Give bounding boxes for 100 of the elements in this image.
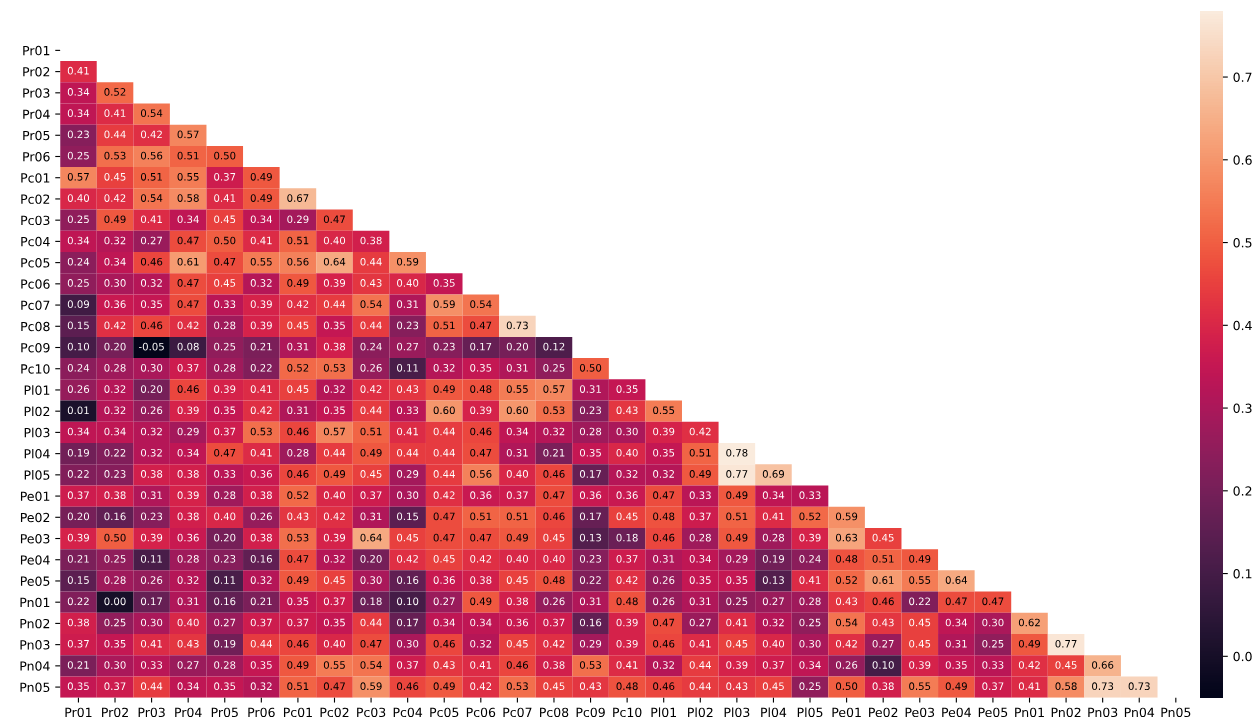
data-label: 0.40	[323, 639, 346, 648]
data-label: 0.26	[140, 406, 163, 415]
data-label: 0.48	[835, 555, 858, 563]
data-label: 0.44	[689, 661, 711, 669]
data-label: 0.37	[616, 555, 638, 563]
data-label: 0.21	[543, 448, 565, 457]
data-label: 0.39	[323, 279, 346, 287]
data-label: 0.26	[653, 576, 675, 584]
data-label: 0.45	[214, 279, 236, 287]
data-label: 0.34	[689, 555, 711, 563]
x-tick-label: Pr01	[65, 707, 92, 718]
data-label: 0.42	[433, 491, 455, 500]
color-bar-label: 0.3	[1233, 403, 1252, 413]
data-label: 0.45	[214, 215, 236, 224]
data-label: 0.30	[799, 639, 821, 648]
x-tick-label: Pc01	[283, 707, 312, 718]
data-label: 0.26	[835, 661, 858, 669]
data-label: 0.42	[689, 427, 711, 436]
data-label: 0.35	[579, 448, 601, 457]
data-label: 0.37	[397, 661, 419, 669]
data-label: 0.49	[1018, 639, 1041, 648]
data-label: 0.41	[67, 66, 89, 75]
data-label: 0.22	[67, 470, 89, 478]
data-label: 0.26	[140, 576, 163, 584]
data-label: 0.39	[250, 321, 272, 330]
data-label: 0.45	[909, 618, 931, 627]
data-label: 0.41	[140, 215, 162, 224]
x-tick-label: Pc07	[503, 707, 532, 718]
data-label: 0.38	[250, 533, 272, 542]
data-label: 0.66	[1092, 661, 1114, 669]
data-label: 0.38	[104, 491, 126, 500]
data-label: 0.47	[653, 618, 675, 627]
data-label: 0.49	[360, 448, 382, 457]
y-tick-label: Pe04	[20, 555, 50, 565]
data-label: 0.35	[104, 639, 126, 648]
data-label: 0.45	[543, 533, 565, 542]
x-tick-label: Pr02	[102, 707, 128, 718]
data-label: 0.10	[872, 661, 894, 669]
data-label: 0.35	[250, 661, 272, 669]
data-label: 0.30	[616, 427, 638, 436]
data-label: 0.49	[287, 576, 309, 584]
data-label: 0.64	[323, 257, 346, 266]
data-label: 0.35	[470, 364, 492, 372]
data-label: 0.45	[616, 512, 638, 521]
data-label: 0.22	[909, 597, 931, 606]
data-label: 0.56	[287, 257, 309, 266]
data-label: 0.40	[506, 555, 528, 563]
data-label: 0.46	[653, 533, 675, 542]
data-label: 0.44	[140, 682, 163, 691]
data-label: 0.48	[470, 385, 492, 393]
data-label: 0.16	[397, 576, 419, 584]
y-tick-label: Pn01	[20, 597, 50, 608]
data-label: 0.36	[433, 576, 455, 584]
data-label: 0.38	[323, 342, 346, 351]
data-label: 0.49	[433, 682, 455, 691]
data-label: 0.49	[726, 533, 748, 542]
data-label: 0.39	[616, 639, 638, 648]
data-label: 0.58	[177, 194, 199, 202]
data-label: 0.32	[616, 470, 638, 478]
data-label: 0.32	[104, 385, 126, 393]
data-label: 0.49	[470, 597, 492, 606]
data-label: 0.22	[579, 576, 601, 584]
data-label: 0.11	[397, 364, 418, 372]
data-label: 0.28	[762, 533, 785, 542]
data-label: 0.32	[140, 448, 162, 457]
data-label: 0.54	[140, 194, 163, 202]
data-label: 0.45	[1055, 661, 1077, 669]
data-label: 0.40	[323, 236, 346, 245]
data-label: 0.30	[140, 618, 163, 627]
data-label: 0.42	[323, 512, 345, 521]
data-label: 0.24	[67, 364, 90, 372]
data-label: 0.47	[433, 533, 455, 542]
data-label: 0.25	[543, 364, 565, 372]
data-label: 0.09	[67, 300, 90, 308]
data-label: 0.53	[250, 427, 272, 436]
data-label: 0.63	[835, 533, 858, 542]
data-label: 0.29	[177, 427, 199, 436]
data-label: 0.44	[360, 618, 382, 627]
data-label: 0.39	[653, 427, 675, 436]
data-label: 0.16	[214, 597, 236, 606]
data-label: 0.51	[726, 512, 748, 521]
data-label: 0.51	[140, 172, 162, 181]
data-label: 0.42	[397, 555, 418, 563]
data-label: 0.54	[835, 618, 858, 627]
y-tick-label: Pc02	[21, 194, 50, 204]
x-tick-label: Pr05	[211, 707, 238, 718]
data-label: 0.31	[579, 597, 601, 606]
data-label: 0.08	[177, 342, 199, 351]
data-label: 0.47	[470, 448, 492, 457]
data-label: 0.46	[140, 257, 163, 266]
data-label: 0.46	[506, 661, 529, 669]
data-label: 0.25	[67, 215, 89, 224]
data-label: 0.34	[433, 618, 455, 627]
data-label: 0.20	[360, 555, 382, 563]
data-label: 0.41	[616, 661, 638, 669]
data-label: 0.38	[360, 236, 382, 245]
x-tick-label: Pl01	[651, 707, 677, 718]
data-label: 0.32	[323, 555, 345, 563]
data-label: 0.40	[506, 470, 528, 478]
x-tick-label: Pr03	[138, 707, 165, 718]
